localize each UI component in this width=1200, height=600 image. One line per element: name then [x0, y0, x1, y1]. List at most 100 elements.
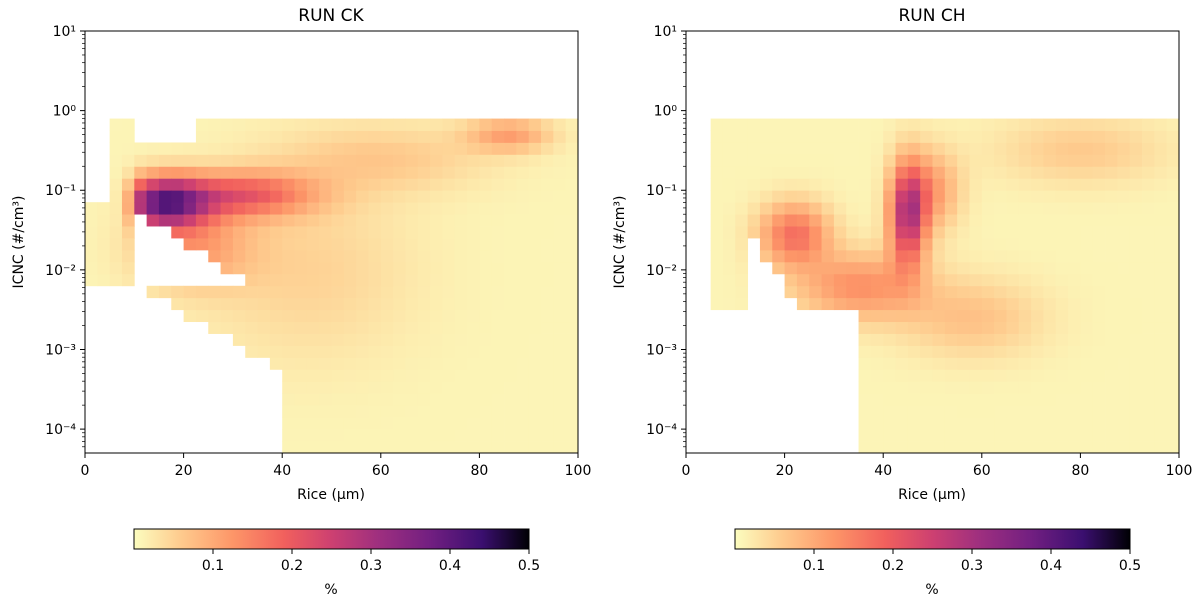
heatmap-cell [1154, 309, 1168, 323]
heatmap-cell [343, 118, 357, 131]
heatmap-cell [1117, 429, 1131, 442]
heatmap-cell [1006, 154, 1020, 167]
heatmap-cell [331, 369, 345, 382]
heatmap-cell [1031, 130, 1044, 143]
heatmap-cell [356, 142, 369, 155]
heatmap-cell [220, 238, 234, 251]
heatmap-cell [97, 273, 111, 287]
heatmap-cell [356, 249, 369, 263]
heatmap-cell [747, 226, 761, 239]
heatmap-cell [356, 393, 369, 406]
heatmap-cell [479, 393, 493, 406]
heatmap-cell [870, 417, 884, 430]
heatmap-cell [208, 297, 221, 311]
heatmap-cell [380, 226, 394, 239]
heatmap-cell [722, 249, 736, 263]
heatmap-cell [208, 154, 221, 167]
heatmap-cell [1080, 417, 1094, 430]
heatmap-cell [846, 238, 859, 251]
heatmap-cell [1166, 214, 1180, 227]
heatmap-cell [565, 405, 579, 418]
heatmap-cell [294, 297, 308, 311]
heatmap-cell [710, 273, 724, 287]
heatmap-cell [735, 226, 749, 239]
heatmap-cell [833, 297, 847, 311]
heatmap-cell [528, 321, 542, 334]
heatmap-cell [343, 226, 357, 239]
heatmap-cell [1018, 166, 1032, 179]
heatmap-cell [722, 273, 736, 287]
heatmap-cell [368, 393, 382, 406]
heatmap-cell [257, 309, 271, 323]
heatmap-cell [467, 297, 480, 311]
heatmap-cell [722, 202, 736, 215]
heatmap-cell [380, 273, 394, 287]
heatmap-cell [294, 261, 308, 275]
heatmap-cell [772, 202, 785, 215]
heatmap-cell [393, 333, 406, 346]
heatmap-cell [467, 333, 480, 346]
heatmap-cell [895, 285, 909, 299]
heatmap-cell [772, 178, 785, 191]
heatmap-cell [245, 309, 258, 323]
heatmap-cell [846, 214, 859, 227]
heatmap-cell [565, 441, 579, 454]
heatmap-cell [454, 130, 468, 143]
heatmap-cell [1006, 178, 1020, 191]
heatmap-cell [1018, 381, 1032, 394]
heatmap-cell [1154, 429, 1168, 442]
x-axis-label: Rice (μm) [898, 487, 966, 503]
heatmap-cell [553, 309, 567, 323]
heatmap-cell [146, 166, 160, 179]
heatmap-cell [467, 249, 480, 263]
heatmap-cell [541, 249, 554, 263]
heatmap-cell [1142, 309, 1155, 323]
heatmap-cell [454, 393, 468, 406]
heatmap-cell [981, 345, 995, 358]
y-tick-label: 10⁻¹ [646, 183, 677, 199]
heatmap-cell [553, 429, 567, 442]
heatmap-cell [1142, 238, 1155, 251]
heatmap-cell [796, 297, 810, 311]
heatmap-cell [957, 166, 970, 179]
heatmap-cell [1117, 190, 1131, 203]
heatmap-cell [994, 130, 1007, 143]
heatmap-cell [208, 178, 221, 191]
heatmap-cell [467, 345, 480, 358]
heatmap-cell [1117, 405, 1131, 418]
heatmap-cell [171, 214, 184, 227]
heatmap-cell [405, 417, 419, 430]
heatmap-cell [121, 226, 135, 239]
heatmap-cell [479, 345, 493, 358]
heatmap-cell [747, 154, 761, 167]
heatmap-cell [895, 345, 909, 358]
heatmap-cell [1043, 345, 1057, 358]
heatmap-cell [759, 202, 773, 215]
heatmap-cell [710, 261, 724, 275]
heatmap-cell [710, 226, 724, 239]
heatmap-cell [809, 285, 822, 299]
heatmap-cell [1105, 261, 1118, 275]
heatmap-cell [417, 381, 431, 394]
heatmap-cell [1154, 202, 1168, 215]
heatmap-cell [393, 226, 406, 239]
heatmap-cell [454, 238, 468, 251]
heatmap-cell [504, 190, 517, 203]
heatmap-cell [541, 429, 554, 442]
heatmap-cell [1068, 345, 1081, 358]
heatmap-cell [245, 238, 258, 251]
heatmap-cell [356, 309, 369, 323]
heatmap-cell [442, 202, 456, 215]
heatmap-cell [306, 405, 320, 418]
heatmap-cell [319, 178, 332, 191]
heatmap-cell [356, 357, 369, 370]
heatmap-cell [932, 142, 946, 155]
heatmap-cell [1129, 285, 1143, 299]
heatmap-cell [994, 238, 1007, 251]
heatmap-cell [331, 333, 345, 346]
heatmap-cell [356, 369, 369, 382]
heatmap-cell [356, 285, 369, 299]
heatmap-cell [920, 393, 933, 406]
heatmap-cell [944, 333, 958, 346]
heatmap-cell [1117, 202, 1131, 215]
